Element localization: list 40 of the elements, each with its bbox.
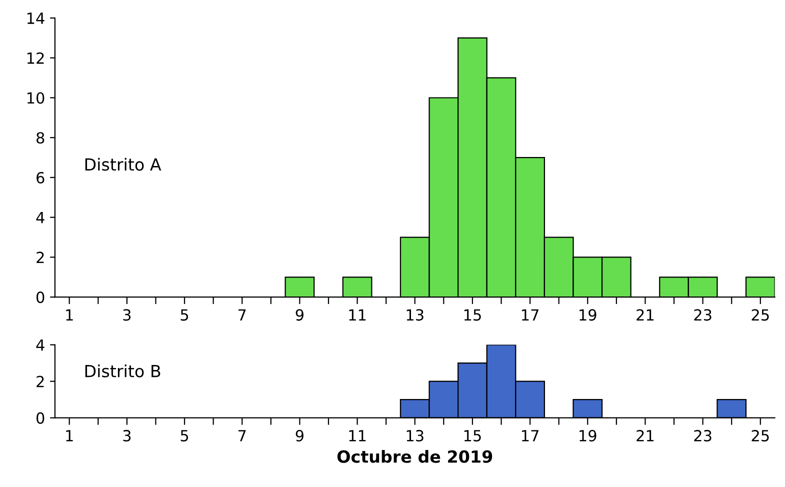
y-tick-label: 0 (36, 292, 44, 304)
x-tick-label: 5 (180, 430, 188, 442)
x-tick-label: 9 (296, 309, 304, 321)
y-tick-label: 6 (36, 172, 44, 184)
x-tick-label: 21 (636, 309, 654, 320)
y-tick-label: 4 (36, 212, 44, 224)
y-tick-label: 2 (36, 376, 44, 388)
x-tick-label: 7 (238, 309, 246, 320)
x-tick-label: 3 (123, 430, 131, 442)
x-tick-label: 19 (580, 309, 596, 321)
y-tick-label: 0 (36, 412, 44, 424)
y-tick-label: 12 (27, 52, 44, 64)
x-tick-label: 1 (66, 430, 73, 442)
y-tick-label: 8 (36, 132, 44, 144)
x-tick-label: 7 (238, 430, 246, 442)
y-tick-label: 14 (27, 12, 44, 24)
y-tick-label: 2 (36, 252, 44, 264)
x-tick-label: 17 (522, 309, 538, 320)
x-tick-label: 19 (580, 430, 596, 442)
x-tick-label: 15 (464, 430, 481, 442)
x-tick-label: 15 (464, 309, 481, 321)
x-tick-label: 17 (522, 430, 538, 442)
annotation: Distrito B (85, 364, 160, 378)
y-tick-label: 4 (36, 339, 44, 351)
x-tick-label: 1 (66, 309, 73, 320)
x-tick-label: 11 (349, 309, 366, 320)
annotation: Distrito A (85, 158, 162, 171)
x-tick-label: 25 (752, 309, 769, 321)
x-tick-label: 21 (636, 430, 654, 442)
x-axis-title: Octubre de 2019 (337, 450, 492, 463)
x-tick-label: 13 (406, 309, 424, 321)
x-tick-label: 11 (349, 430, 366, 442)
y-tick-label: 10 (27, 92, 44, 104)
x-tick-label: 13 (406, 430, 424, 442)
x-tick-label: 23 (694, 309, 712, 321)
x-tick-label: 23 (694, 430, 712, 442)
x-tick-label: 5 (180, 309, 188, 321)
x-tick-label: 9 (296, 430, 304, 442)
x-tick-label: 3 (123, 309, 131, 321)
x-tick-label: 25 (752, 430, 769, 442)
